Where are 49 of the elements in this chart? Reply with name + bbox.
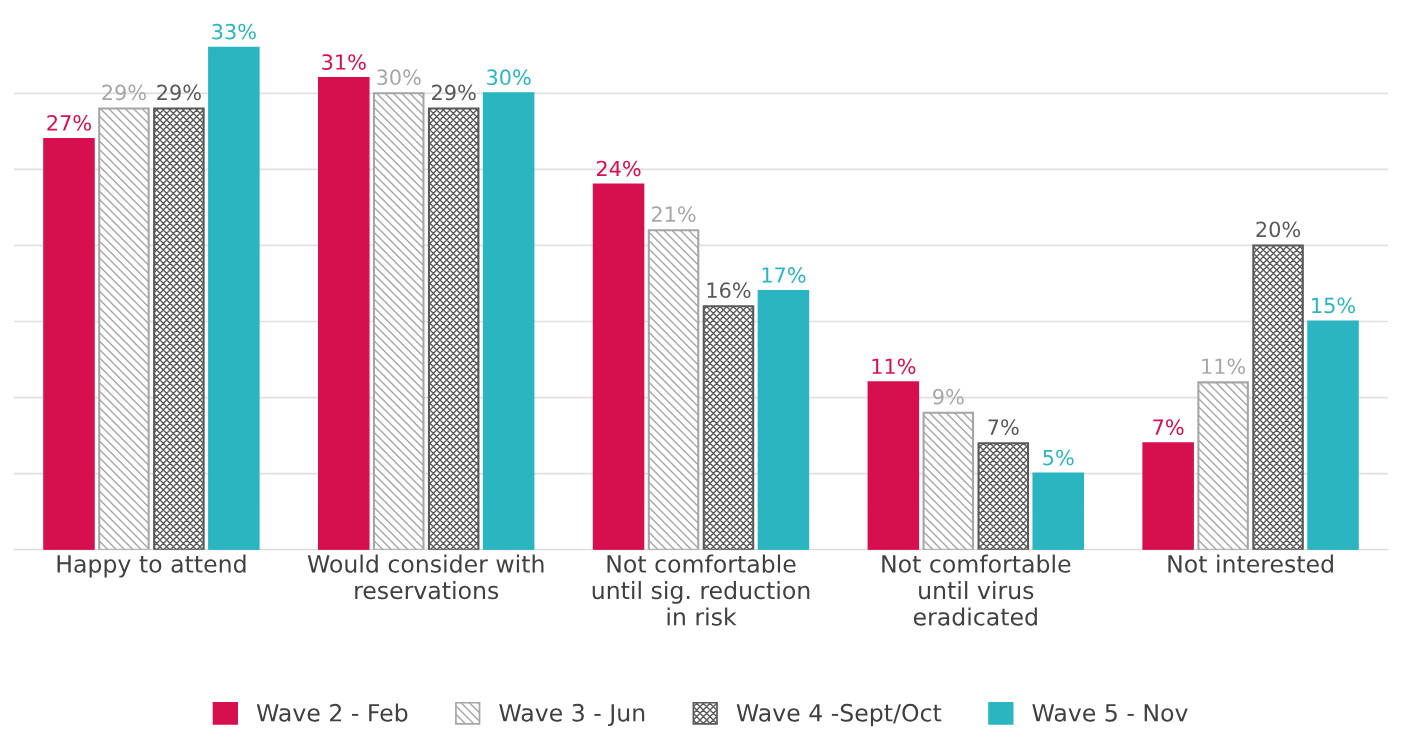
data-label: 7% — [988, 419, 1019, 435]
x-tick-label: Would consider with reservations — [307, 554, 544, 600]
data-label: 11% — [1202, 358, 1246, 375]
data-label: 21% — [651, 206, 696, 223]
bar — [1197, 381, 1249, 550]
data-label: 31% — [322, 54, 366, 70]
data-label: 27% — [47, 115, 91, 131]
bar — [702, 305, 755, 550]
data-label: 11% — [872, 358, 916, 375]
bar — [592, 183, 645, 550]
bar — [208, 46, 260, 550]
data-label: 29% — [102, 84, 146, 101]
data-label: 7% — [1153, 419, 1184, 435]
data-label: 16% — [707, 282, 751, 299]
bar — [922, 411, 975, 550]
x-tick-label: Not comfortable until sig. reduction in risk — [592, 554, 810, 626]
bar — [1032, 472, 1084, 550]
bar — [372, 92, 425, 550]
data-label: 33% — [212, 23, 256, 40]
legend-label: Wave 5 - Nov — [1032, 704, 1188, 722]
data-label: 30% — [487, 69, 531, 86]
x-tick-label: Not interested — [1168, 554, 1333, 573]
legend-label: Wave 3 - Jun — [499, 703, 645, 727]
bar — [1142, 442, 1194, 550]
data-label: 20% — [1256, 221, 1301, 238]
bar — [482, 92, 535, 550]
bar — [647, 229, 700, 550]
data-label: 5% — [1043, 449, 1074, 466]
data-label: 30% — [377, 69, 421, 86]
bar — [427, 107, 480, 550]
bar — [318, 77, 370, 550]
legend-label: Wave 2 - Feb — [256, 703, 408, 722]
data-label: 9% — [933, 388, 964, 405]
bar — [1307, 320, 1359, 550]
bar — [1252, 244, 1304, 550]
data-label: 29% — [432, 84, 476, 101]
bar — [153, 107, 205, 550]
data-label: 24% — [596, 160, 641, 177]
bar — [977, 442, 1030, 550]
bar — [867, 381, 920, 550]
bar — [98, 107, 150, 550]
data-label: 15% — [1312, 297, 1356, 314]
data-label: 29% — [157, 84, 201, 101]
legend-label: Wave 4 -Sept/Oct — [736, 703, 942, 727]
bar — [43, 137, 95, 550]
data-label: 17% — [762, 267, 806, 283]
x-tick-label: Not comfortable until virus eradicated — [882, 554, 1071, 626]
bar — [757, 290, 810, 550]
x-tick-label: Happy to attend — [57, 554, 246, 578]
